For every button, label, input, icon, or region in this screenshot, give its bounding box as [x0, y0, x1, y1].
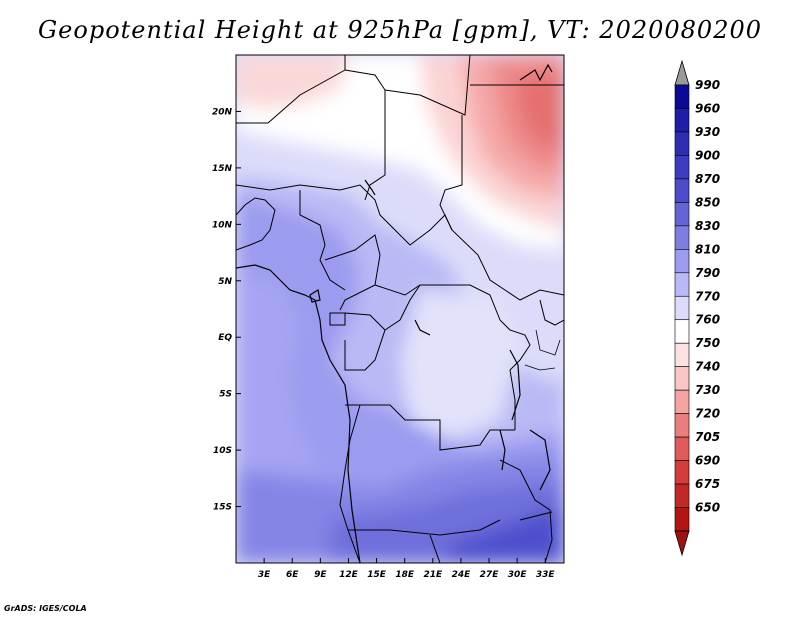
colorbar-label: 730 — [695, 383, 720, 397]
colorbar-top-arrow — [674, 59, 690, 86]
colorbar-label: 810 — [695, 242, 720, 256]
colorbar-swatch — [674, 249, 690, 274]
field-region-ocean — [236, 270, 320, 470]
colorbar-swatch — [674, 436, 690, 461]
field-region-770 — [400, 290, 520, 440]
lon-tick-label: 18E — [395, 570, 415, 580]
colorbar-label: 870 — [695, 172, 720, 186]
colorbar-swatch — [674, 84, 690, 109]
lat-tick-label: 15S — [213, 503, 232, 513]
colorbar-swatch — [674, 507, 690, 532]
colorbar-swatch — [674, 155, 690, 180]
lat-tick-label: 20N — [212, 107, 233, 117]
colorbar-label: 990 — [695, 78, 720, 92]
colorbar-label: 675 — [695, 477, 720, 491]
lon-tick-label: 24E — [452, 570, 472, 580]
colorbar-label: 690 — [695, 454, 720, 468]
lon-tick-label: 12E — [339, 570, 359, 580]
country-borders — [236, 55, 564, 563]
lat-tick-label: 15N — [212, 164, 233, 174]
colorbar-label: 960 — [695, 101, 720, 115]
colorbar-label: 650 — [695, 501, 720, 515]
lon-tick-label: 30E — [508, 570, 528, 580]
field-region-750-west — [236, 55, 350, 110]
colorbar-swatch — [674, 108, 690, 133]
colorbar-swatch — [674, 202, 690, 227]
colorbar-label: 790 — [695, 266, 720, 280]
lon-tick-label: 3E — [258, 570, 271, 580]
grads-credit: GrADS: IGES/COLA — [4, 604, 87, 613]
field-region-870 — [440, 505, 564, 563]
colorbar-swatch — [674, 225, 690, 250]
colorbar-swatch — [674, 131, 690, 156]
lat-tick-label: 10S — [213, 446, 232, 456]
lon-tick-label: 21E — [423, 570, 443, 580]
lon-tick-label: 33E — [536, 570, 556, 580]
colorbar-swatch — [674, 460, 690, 485]
colorbar-label: 930 — [695, 125, 720, 139]
colorbar-swatch — [674, 413, 690, 438]
colorbar-swatch — [674, 272, 690, 297]
lat-tick-label: 5N — [218, 277, 232, 287]
colorbar-swatch — [674, 389, 690, 414]
plot-frame — [235, 54, 565, 564]
lon-tick-label: 27E — [480, 570, 500, 580]
lon-tick-label: 15E — [367, 570, 387, 580]
colorbar-swatch — [674, 319, 690, 344]
colorbar-label: 770 — [695, 289, 720, 303]
colorbar-bottom-arrow — [674, 530, 690, 557]
colorbar-label: 760 — [695, 313, 720, 327]
lon-tick-label: 9E — [314, 570, 327, 580]
lon-tick-label: 6E — [286, 570, 299, 580]
geopotential-field — [236, 55, 564, 563]
colorbar-swatch — [674, 295, 690, 321]
map-title: Geopotential Height at 925hPa [gpm], VT:… — [38, 16, 762, 44]
colorbar-swatch — [674, 483, 690, 508]
colorbar-label: 705 — [695, 430, 720, 444]
field-region-720 — [515, 70, 564, 150]
longitude-axis: 3E 6E 9E 12E 15E 18E 21E 24E 27E 30E 33E — [258, 558, 556, 580]
colorbar-swatch — [674, 342, 690, 367]
colorbar: 990 960 930 900 870 850 830 810 790 770 760 750 740 7… — [674, 59, 720, 557]
colorbar-swatch — [674, 178, 690, 203]
colorbar-label: 900 — [695, 148, 720, 162]
coastlines — [236, 63, 553, 563]
lat-tick-label: 5S — [219, 390, 232, 400]
colorbar-label: 720 — [695, 407, 720, 421]
lat-tick-label: EQ — [218, 333, 232, 343]
lat-tick-label: 10N — [212, 220, 233, 230]
colorbar-label: 740 — [695, 360, 720, 374]
colorbar-label: 850 — [695, 195, 720, 209]
latitude-axis: 20N 15N 10N 5N EQ 5S 10S 15S — [212, 107, 241, 513]
colorbar-label: 750 — [695, 336, 720, 350]
colorbar-swatch — [674, 366, 690, 391]
minor-borders — [524, 329, 561, 371]
colorbar-label: 830 — [695, 219, 720, 233]
